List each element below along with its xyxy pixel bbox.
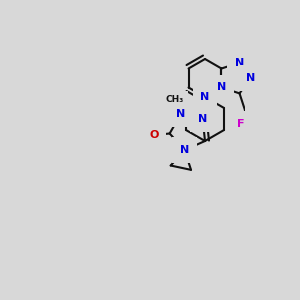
Text: N: N <box>200 92 210 102</box>
Text: N: N <box>200 92 210 102</box>
Text: F: F <box>253 114 260 124</box>
Text: N: N <box>176 109 185 119</box>
Text: N: N <box>235 58 244 68</box>
Text: F: F <box>237 119 245 129</box>
Text: N: N <box>180 145 189 155</box>
Text: N: N <box>198 114 207 124</box>
Text: N: N <box>217 82 226 92</box>
Text: F: F <box>246 119 253 129</box>
Text: O: O <box>149 130 158 140</box>
Text: N: N <box>246 73 255 83</box>
Text: CH₃: CH₃ <box>165 95 183 104</box>
